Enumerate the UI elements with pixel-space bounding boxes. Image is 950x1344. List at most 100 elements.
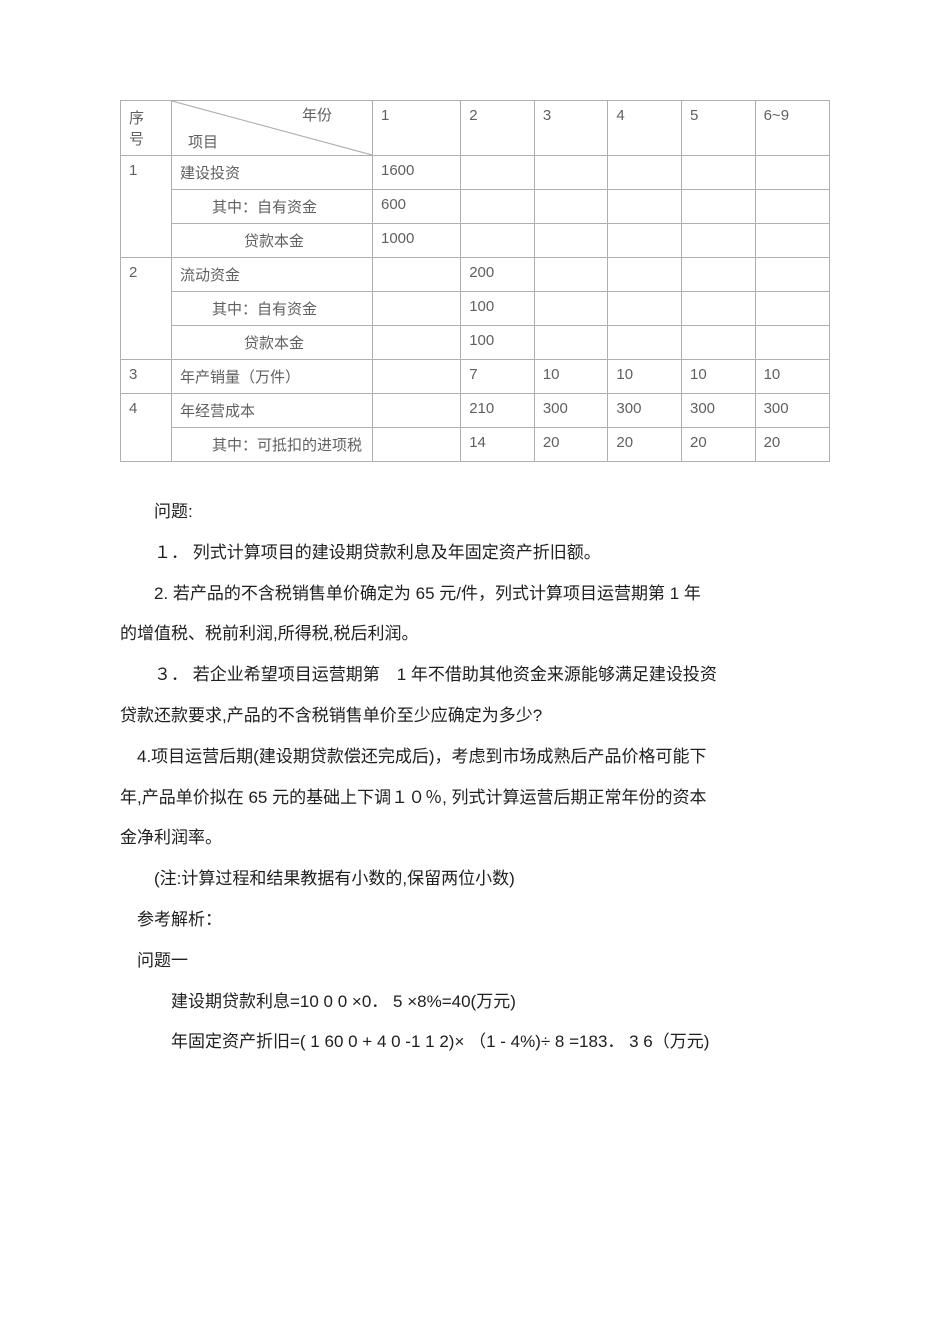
cell: 300 (682, 394, 756, 428)
cell (755, 156, 829, 190)
cell: 20 (755, 428, 829, 462)
cell: 1600 (373, 156, 461, 190)
cell (534, 224, 608, 258)
row1-sub2: 贷款本金 (172, 224, 373, 258)
col-y3: 3 (534, 101, 608, 156)
cell (608, 156, 682, 190)
cell (682, 190, 756, 224)
col-seq: 序 号 (121, 101, 172, 156)
cell: 10 (534, 360, 608, 394)
cell: 10 (682, 360, 756, 394)
cell: 210 (461, 394, 535, 428)
cell (755, 224, 829, 258)
q2b: 的增值税、税前利润,所得税,税后利润。 (120, 614, 830, 655)
cell: 7 (461, 360, 535, 394)
cell (682, 292, 756, 326)
cell: 300 (755, 394, 829, 428)
q4a: 4.项目运营后期(建设期贷款偿还完成后)，考虑到市场成熟后产品价格可能下 (120, 737, 830, 778)
row1-num: 1 (121, 156, 172, 258)
row1-label: 建设投资 (172, 156, 373, 190)
answer-line1: 建设期贷款利息=10 0 0 ×0． 5 ×8%=40(万元) (120, 982, 830, 1023)
col-y6-9: 6~9 (755, 101, 829, 156)
cell (608, 258, 682, 292)
answer-heading: 参考解析： (120, 900, 830, 941)
cell: 14 (461, 428, 535, 462)
cell (608, 292, 682, 326)
cell (755, 258, 829, 292)
cell (461, 190, 535, 224)
question-body: 问题: １． 列式计算项目的建设期贷款利息及年固定资产折旧额。 2. 若产品的不… (120, 492, 830, 1063)
cell (682, 258, 756, 292)
cell (534, 190, 608, 224)
q3b: 贷款还款要求,产品的不含税销售单价至少应确定为多少? (120, 696, 830, 737)
cell (534, 326, 608, 360)
cell: 20 (534, 428, 608, 462)
col-y5: 5 (682, 101, 756, 156)
row3-label: 年产销量（万件） (172, 360, 373, 394)
cell (608, 326, 682, 360)
cell: 20 (682, 428, 756, 462)
cell: 10 (608, 360, 682, 394)
header-project: 项目 (188, 131, 218, 152)
document-page: 序 号 年份 项目 1 2 3 4 5 6~9 1 建设投资 1600 (0, 0, 950, 1123)
cell (373, 292, 461, 326)
data-table: 序 号 年份 项目 1 2 3 4 5 6~9 1 建设投资 1600 (120, 100, 830, 462)
questions-heading: 问题: (120, 492, 830, 533)
cell: 300 (608, 394, 682, 428)
cell: 1000 (373, 224, 461, 258)
table-row: 其中：自有资金 100 (121, 292, 830, 326)
answer-line2: 年固定资产折旧=( 1 60 0 + 4 0 -1 1 2)× （1 - 4%)… (120, 1022, 830, 1063)
row4-num: 4 (121, 394, 172, 462)
row1-sub1: 其中：自有资金 (172, 190, 373, 224)
table-row: 2 流动资金 200 (121, 258, 830, 292)
row2-sub1: 其中：自有资金 (172, 292, 373, 326)
cell (461, 156, 535, 190)
cell (373, 258, 461, 292)
row2-num: 2 (121, 258, 172, 360)
cell: 100 (461, 326, 535, 360)
header-year: 年份 (302, 104, 332, 125)
table-row: 贷款本金 1000 (121, 224, 830, 258)
q4c: 金净利润率。 (120, 818, 830, 859)
cell (534, 156, 608, 190)
row2-sub2: 贷款本金 (172, 326, 373, 360)
cell (373, 326, 461, 360)
cell (534, 258, 608, 292)
q1: １． 列式计算项目的建设期贷款利息及年固定资产折旧额。 (120, 533, 830, 574)
cell: 200 (461, 258, 535, 292)
table-row: 其中：自有资金 600 (121, 190, 830, 224)
cell: 20 (608, 428, 682, 462)
cell (534, 292, 608, 326)
q4b: 年,产品单价拟在 65 元的基础上下调１０％, 列式计算运营后期正常年份的资本 (120, 778, 830, 819)
diag-header: 年份 项目 (172, 101, 373, 156)
cell (755, 292, 829, 326)
table-row: 贷款本金 100 (121, 326, 830, 360)
cell (373, 360, 461, 394)
q2a: 2. 若产品的不含税销售单价确定为 65 元/件，列式计算项目运营期第 1 年 (120, 574, 830, 615)
cell: 10 (755, 360, 829, 394)
row2-label: 流动资金 (172, 258, 373, 292)
answer-q1-label: 问题一 (120, 941, 830, 982)
table-row: 3 年产销量（万件） 7 10 10 10 10 (121, 360, 830, 394)
cell (608, 190, 682, 224)
row4-label: 年经营成本 (172, 394, 373, 428)
cell (373, 394, 461, 428)
row4-sub1: 其中：可抵扣的进项税 (172, 428, 373, 462)
col-y2: 2 (461, 101, 535, 156)
cell (608, 224, 682, 258)
cell (373, 428, 461, 462)
cell (682, 224, 756, 258)
cell (461, 224, 535, 258)
table-row: 其中：可抵扣的进项税 14 20 20 20 20 (121, 428, 830, 462)
seq-top: 序 (129, 110, 144, 127)
table-row: 1 建设投资 1600 (121, 156, 830, 190)
table-row: 4 年经营成本 210 300 300 300 300 (121, 394, 830, 428)
cell (682, 156, 756, 190)
q3a: ３． 若企业希望项目运营期第 1 年不借助其他资金来源能够满足建设投资 (120, 655, 830, 696)
note: (注:计算过程和结果教据有小数的,保留两位小数) (120, 859, 830, 900)
table-header-row: 序 号 年份 项目 1 2 3 4 5 6~9 (121, 101, 830, 156)
col-y4: 4 (608, 101, 682, 156)
cell (682, 326, 756, 360)
cell: 100 (461, 292, 535, 326)
col-y1: 1 (373, 101, 461, 156)
